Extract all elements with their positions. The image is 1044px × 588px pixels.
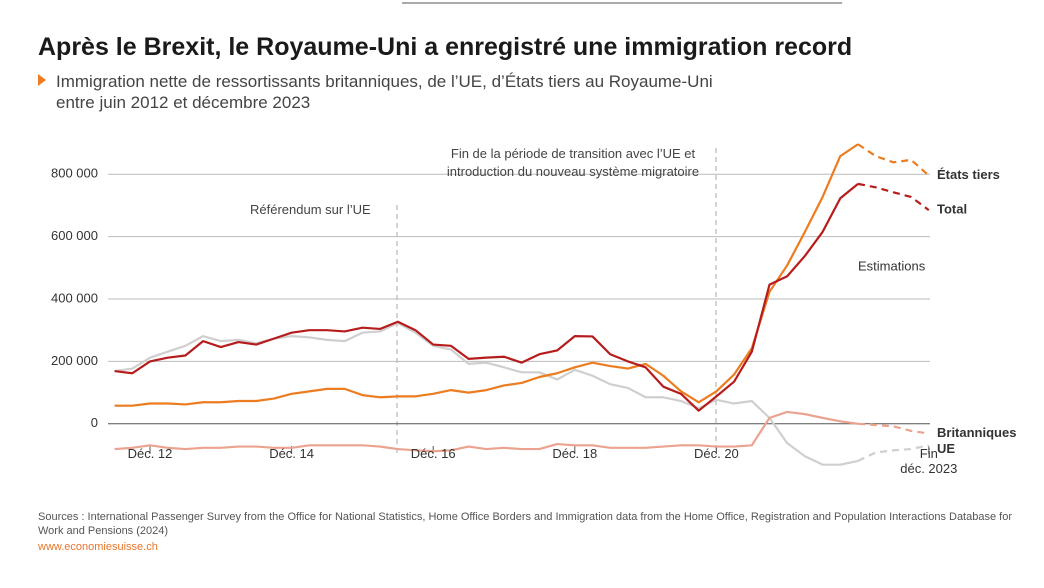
series-line <box>114 410 859 453</box>
x-tick-label: Déc. 12 <box>127 446 173 461</box>
annotation: Estimations <box>858 258 926 273</box>
legend-label: UE <box>937 441 955 456</box>
source: Sources : International Passenger Survey… <box>38 511 1012 537</box>
x-tick-label: Fin déc. 2023 <box>900 446 958 476</box>
legend-label: Total <box>937 202 967 217</box>
x-tick-label: Déc. 18 <box>552 446 598 461</box>
legend-label: Britanniques <box>937 425 1016 440</box>
x-tick-label: Déc. 14 <box>269 446 314 461</box>
series-line <box>857 422 929 435</box>
bullet <box>38 74 46 86</box>
y-tick-label: 400 000 <box>51 290 98 305</box>
series-line <box>857 182 930 211</box>
chart-title: Après le Brexit, le Royaume-Uni a enregi… <box>38 33 853 61</box>
y-tick-label: 200 000 <box>51 353 98 368</box>
y-tick-label: 800 000 <box>51 166 98 181</box>
x-tick-label: Déc. 20 <box>693 446 739 461</box>
y-tick-label: 600 000 <box>51 228 98 243</box>
website: www.economiesuisse.ch <box>38 541 158 553</box>
series-line <box>857 143 930 177</box>
series-line <box>114 143 859 407</box>
series-line <box>114 183 859 412</box>
x-tick-label: Déc. 16 <box>410 446 456 461</box>
series-line <box>857 444 930 462</box>
series-line <box>114 321 859 466</box>
chart-subtitle: Immigration nette de ressortissants brit… <box>56 72 713 112</box>
annotation: Référendum sur l’UE <box>250 202 371 217</box>
y-tick-label: 0 <box>91 415 98 430</box>
legend-label: États tiers <box>937 167 1000 182</box>
annotation: Fin de la période de transition avec l’U… <box>446 146 700 179</box>
